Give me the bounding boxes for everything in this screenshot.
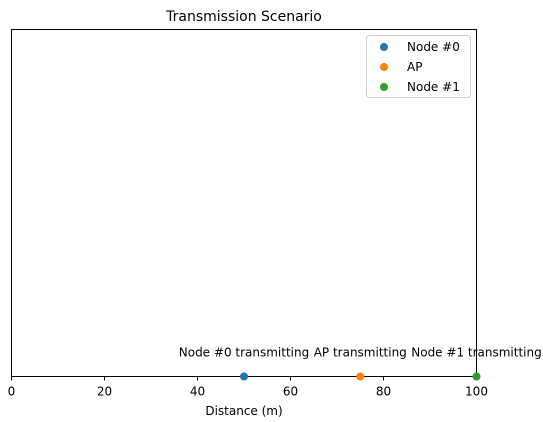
- legend-marker: [380, 83, 388, 91]
- legend-entry: Node #1: [407, 80, 460, 94]
- point-annotation: AP transmitting: [314, 346, 407, 360]
- point-annotation: Node #1 transmitting: [411, 346, 541, 360]
- x-tick-label: 80: [376, 385, 391, 399]
- x-tick-label: 20: [97, 385, 112, 399]
- x-axis-label: Distance (m): [205, 404, 282, 418]
- legend: Node #0 AP Node #1: [366, 35, 471, 98]
- chart-title: Transmission Scenario: [165, 9, 322, 25]
- x-tick-label: 0: [8, 385, 16, 399]
- legend-entry: AP: [407, 60, 422, 74]
- legend-entry: Node #0: [407, 40, 460, 54]
- data-point: [356, 372, 365, 381]
- point-annotation: Node #0 transmitting: [179, 346, 309, 360]
- legend-marker: [380, 63, 388, 71]
- x-tick-label: 40: [190, 385, 205, 399]
- x-axis: 0 20 40 60 80 100: [8, 376, 488, 399]
- data-point: [240, 372, 248, 381]
- x-tick-label: 100: [465, 385, 488, 399]
- x-tick-label: 60: [283, 385, 298, 399]
- legend-box: [366, 35, 471, 98]
- legend-marker: [380, 43, 388, 51]
- point-annotations: Node #0 transmitting AP transmitting Node …: [179, 346, 542, 360]
- data-point: [472, 372, 481, 381]
- data-points: [240, 372, 481, 381]
